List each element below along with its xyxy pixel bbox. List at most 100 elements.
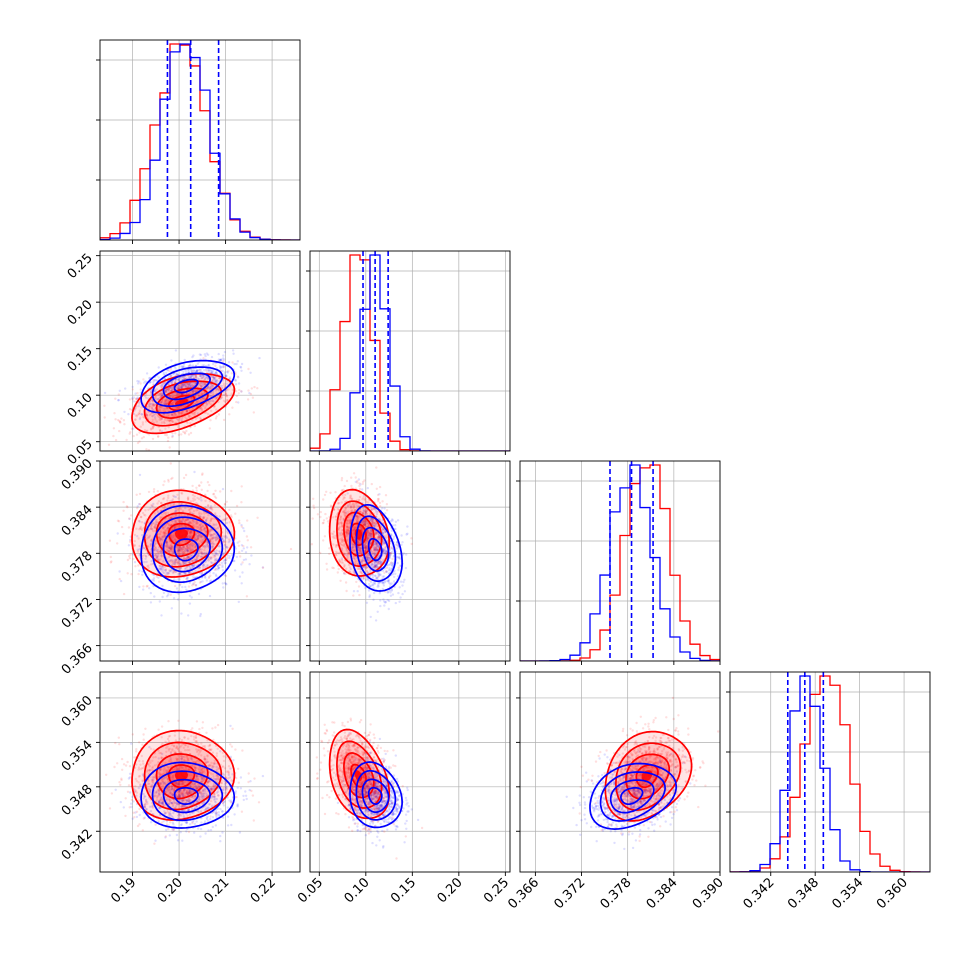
- scatter-point: [371, 583, 374, 587]
- scatter-point: [153, 546, 156, 549]
- scatter-point: [209, 556, 212, 559]
- scatter-point: [209, 387, 212, 391]
- scatter-point: [391, 593, 395, 596]
- scatter-point: [185, 547, 188, 550]
- scatter-point: [203, 552, 206, 555]
- scatter-point: [250, 554, 253, 557]
- scatter-point: [153, 525, 157, 528]
- scatter-point: [160, 551, 163, 555]
- scatter-point: [207, 504, 210, 507]
- scatter-point: [376, 549, 379, 552]
- scatter-point: [354, 526, 357, 529]
- scatter-point: [377, 539, 381, 542]
- scatter-point: [370, 562, 374, 566]
- scatter-point: [179, 386, 183, 389]
- scatter-point: [158, 416, 162, 419]
- scatter-point: [178, 578, 181, 581]
- scatter-point: [208, 427, 211, 430]
- scatter-point: [191, 384, 194, 388]
- scatter-point: [190, 566, 193, 570]
- scatter-point: [221, 565, 224, 569]
- scatter-point: [151, 408, 155, 411]
- scatter-point: [374, 543, 377, 546]
- scatter-point: [166, 418, 170, 421]
- scatter-point: [177, 497, 180, 500]
- scatter-point: [176, 393, 179, 396]
- scatter-point: [188, 571, 191, 574]
- scatter-point: [159, 537, 163, 541]
- scatter-point: [157, 550, 160, 554]
- histogram-frame-3: [729, 671, 931, 873]
- scatter-point: [240, 563, 243, 566]
- scatter-point: [202, 563, 205, 567]
- scatter-point: [193, 543, 196, 546]
- scatter-point: [392, 537, 395, 540]
- scatter-point: [164, 568, 167, 572]
- scatter-point: [389, 551, 392, 555]
- scatter-point: [180, 520, 184, 524]
- scatter-point: [155, 420, 158, 423]
- scatter-point: [177, 387, 181, 390]
- scatter-point: [217, 352, 220, 356]
- scatter-point: [133, 539, 136, 543]
- scatter-point: [218, 358, 222, 362]
- scatter-point: [127, 544, 131, 547]
- scatter-point: [372, 591, 376, 595]
- scatter-point: [131, 397, 134, 400]
- scatter-point: [193, 424, 196, 428]
- scatter-point: [212, 533, 215, 537]
- scatter-point: [249, 392, 253, 396]
- scatter-point: [126, 506, 129, 509]
- scatter-point: [192, 559, 195, 562]
- scatter-point: [158, 600, 161, 603]
- scatter-point: [200, 374, 203, 377]
- scatter-point: [334, 491, 337, 494]
- scatter-point: [199, 526, 202, 529]
- scatter-point: [122, 532, 125, 536]
- scatter-point: [406, 525, 409, 528]
- scatter-point: [375, 543, 378, 546]
- scatter-point: [217, 413, 221, 416]
- scatter-point: [372, 598, 375, 601]
- scatter-point: [169, 418, 172, 421]
- scatter-point: [221, 386, 224, 390]
- scatter-point: [227, 388, 230, 391]
- scatter-point: [382, 542, 385, 545]
- scatter-point: [238, 521, 241, 525]
- scatter-point: [196, 412, 199, 415]
- scatter-point: [161, 570, 164, 573]
- scatter-point: [223, 574, 226, 577]
- scatter-point: [212, 553, 215, 557]
- scatter-point: [212, 492, 216, 496]
- scatter-point: [194, 375, 198, 378]
- scatter-point: [199, 528, 202, 531]
- scatter-panel-1-0: 0.050.100.150.200.25: [65, 250, 301, 468]
- scatter-point: [195, 376, 198, 379]
- scatter-point: [344, 511, 347, 514]
- scatter-point: [191, 544, 195, 547]
- scatter-point: [398, 556, 401, 559]
- scatter-point: [220, 561, 224, 565]
- scatter-point: [155, 555, 159, 559]
- scatter-point: [165, 541, 168, 544]
- scatter-point: [136, 391, 139, 395]
- scatter-point: [359, 547, 362, 550]
- histogram-blue-3: [730, 675, 930, 872]
- scatter-point: [208, 522, 211, 525]
- scatter-point: [211, 384, 214, 387]
- scatter-point: [185, 382, 189, 386]
- scatter-point: [240, 582, 243, 585]
- histogram-frame-1: [309, 250, 511, 452]
- scatter-point: [198, 383, 202, 387]
- scatter-point: [234, 383, 238, 386]
- scatter-point: [375, 563, 378, 566]
- scatter-point: [227, 538, 231, 541]
- scatter-point: [209, 386, 212, 389]
- scatter-point: [174, 525, 177, 528]
- scatter-point: [201, 398, 204, 401]
- scatter-point: [163, 505, 166, 508]
- scatter-point: [170, 550, 174, 553]
- scatter-point: [196, 522, 199, 525]
- scatter-point: [150, 523, 153, 527]
